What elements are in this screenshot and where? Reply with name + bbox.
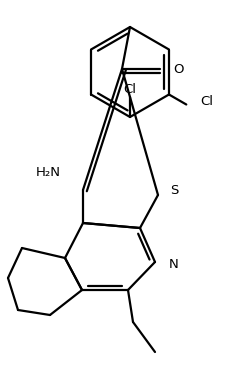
Text: O: O	[172, 63, 183, 75]
Text: S: S	[169, 184, 178, 196]
Text: H₂N: H₂N	[36, 165, 61, 178]
Text: Cl: Cl	[123, 83, 136, 95]
Text: Cl: Cl	[199, 95, 212, 108]
Text: N: N	[168, 258, 178, 270]
